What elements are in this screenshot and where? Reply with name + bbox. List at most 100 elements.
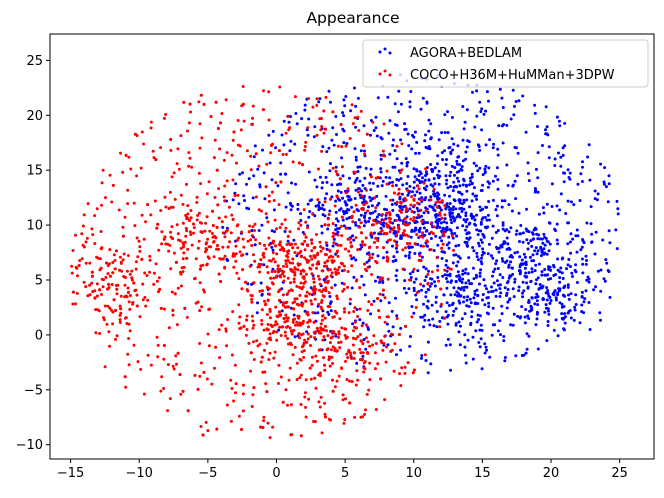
- data-point: [587, 280, 591, 284]
- data-point: [148, 254, 152, 258]
- data-point: [527, 334, 531, 338]
- data-point: [384, 194, 388, 198]
- data-point: [196, 246, 200, 250]
- data-point: [353, 320, 357, 324]
- data-point: [424, 275, 428, 279]
- data-point: [495, 166, 499, 170]
- data-point: [225, 179, 229, 183]
- data-point: [88, 261, 92, 265]
- data-point: [285, 265, 289, 268]
- data-point: [368, 256, 372, 260]
- data-point: [365, 392, 369, 396]
- data-point: [607, 229, 611, 233]
- data-point: [303, 145, 307, 148]
- data-point: [292, 307, 295, 311]
- data-point: [344, 203, 348, 207]
- data-point: [351, 336, 355, 340]
- data-point: [540, 250, 544, 254]
- data-point: [599, 318, 602, 322]
- data-point: [367, 246, 371, 250]
- data-point: [422, 221, 426, 225]
- data-point: [269, 259, 273, 263]
- data-point: [450, 234, 454, 238]
- data-point: [335, 227, 339, 231]
- data-point: [292, 277, 296, 281]
- data-point: [344, 95, 348, 98]
- data-point: [328, 341, 332, 345]
- data-point: [347, 348, 351, 352]
- data-point: [295, 297, 299, 301]
- data-point: [457, 292, 461, 296]
- data-point: [434, 220, 438, 224]
- data-point: [362, 370, 366, 374]
- data-point: [186, 409, 190, 413]
- data-point: [180, 266, 184, 270]
- data-point: [365, 260, 369, 264]
- data-point: [412, 311, 416, 315]
- data-point: [211, 209, 215, 213]
- data-point: [533, 187, 537, 190]
- data-point: [372, 299, 376, 303]
- data-point: [465, 240, 469, 244]
- data-point: [240, 428, 244, 431]
- data-point: [460, 168, 464, 172]
- data-point: [299, 269, 303, 273]
- data-point: [339, 224, 343, 228]
- data-point: [111, 271, 115, 275]
- data-point: [348, 379, 352, 383]
- data-point: [358, 318, 362, 322]
- data-point: [133, 289, 137, 293]
- data-point: [354, 236, 358, 240]
- data-point: [315, 359, 319, 363]
- data-point: [279, 375, 283, 379]
- data-point: [237, 414, 241, 418]
- data-point: [459, 324, 462, 328]
- data-point: [483, 303, 487, 307]
- data-point: [286, 191, 290, 195]
- data-point: [320, 318, 324, 322]
- data-point: [267, 90, 271, 94]
- data-point: [596, 192, 600, 196]
- data-point: [440, 257, 444, 260]
- data-point: [99, 247, 103, 251]
- data-point: [304, 140, 308, 144]
- data-point: [340, 215, 344, 219]
- data-point: [330, 138, 334, 142]
- data-point: [422, 226, 426, 230]
- data-point: [105, 261, 108, 265]
- data-point: [266, 421, 270, 425]
- data-point: [171, 205, 175, 209]
- data-point: [142, 142, 146, 146]
- y-tick-label: −10: [16, 438, 43, 453]
- data-point: [289, 139, 293, 143]
- data-point: [217, 247, 221, 251]
- data-point: [593, 189, 597, 193]
- data-point: [394, 183, 398, 187]
- data-point: [179, 247, 183, 250]
- data-point: [567, 297, 571, 301]
- data-point: [271, 282, 275, 286]
- data-point: [282, 143, 286, 147]
- data-point: [539, 254, 543, 258]
- data-point: [460, 281, 464, 284]
- data-point: [536, 176, 540, 180]
- data-point: [296, 207, 300, 211]
- data-point: [425, 101, 429, 105]
- data-point: [212, 255, 216, 259]
- data-point: [460, 165, 464, 169]
- data-point: [291, 320, 295, 324]
- data-point: [349, 241, 353, 244]
- data-point: [300, 303, 303, 307]
- data-point: [100, 203, 103, 207]
- data-point: [615, 199, 619, 203]
- data-point: [351, 343, 355, 347]
- data-point: [252, 229, 256, 232]
- data-point: [342, 141, 346, 145]
- data-point: [566, 311, 570, 315]
- data-point: [292, 313, 296, 317]
- data-point: [386, 277, 390, 281]
- data-point: [321, 314, 325, 318]
- data-point: [487, 290, 490, 294]
- data-point: [319, 128, 323, 132]
- data-point: [305, 340, 309, 344]
